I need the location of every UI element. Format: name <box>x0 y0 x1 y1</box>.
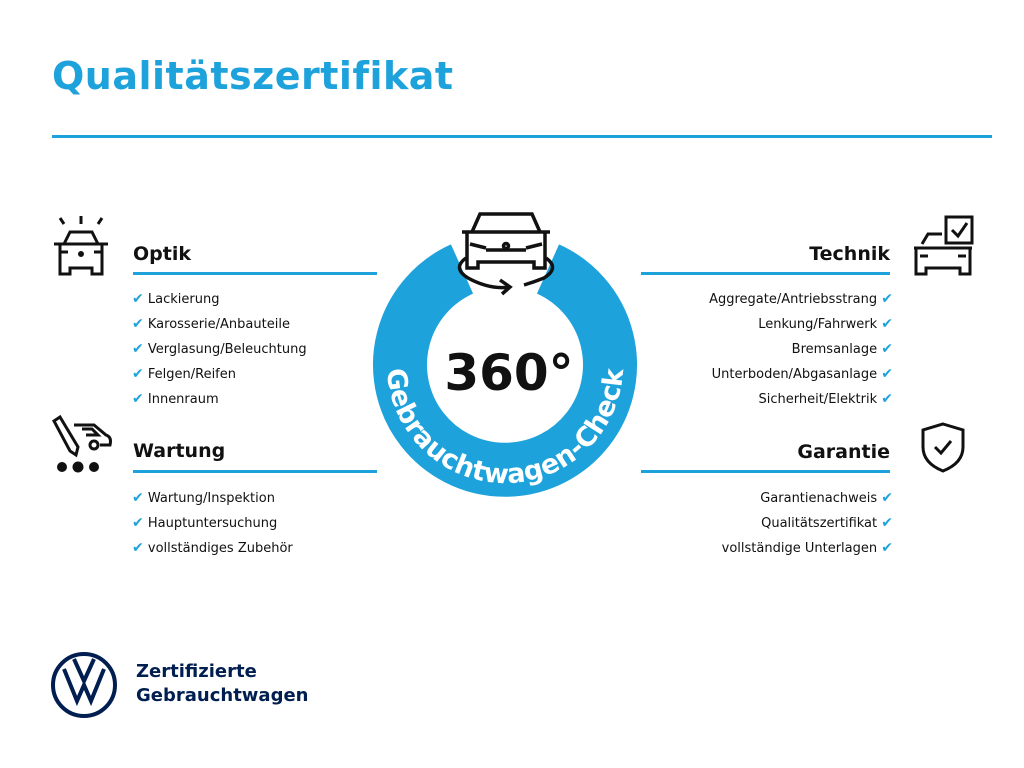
optik-heading: Optik <box>133 243 191 265</box>
check-icon: ✔ <box>881 490 893 506</box>
check-icon: ✔ <box>881 515 893 531</box>
brand-line-2: Gebrauchtwagen <box>136 685 309 706</box>
title-divider <box>52 135 992 138</box>
garantie-underline <box>641 470 890 473</box>
garantie-list: Garantienachweis ✔ Qualitätszertifikat ✔… <box>600 486 893 561</box>
list-item: ✔ Verglasung/Beleuchtung <box>132 341 307 357</box>
ring <box>373 244 637 497</box>
brand-text: Zertifizierte Gebrauchtwagen <box>136 660 308 708</box>
list-item: ✔ Hauptuntersuchung <box>132 515 278 531</box>
optik-list: ✔ Lackierung ✔ Karosserie/Anbauteile ✔ V… <box>132 287 307 412</box>
check-icon: ✔ <box>132 291 144 307</box>
wartung-underline <box>133 470 377 473</box>
garantie-heading: Garantie <box>797 441 890 463</box>
list-item: Qualitätszertifikat ✔ <box>761 515 893 531</box>
check-icon: ✔ <box>132 366 144 382</box>
list-item: ✔ Innenraum <box>132 391 219 407</box>
check-icon: ✔ <box>881 291 893 307</box>
wartung-list: ✔ Wartung/Inspektion ✔ Hauptuntersuchung… <box>132 486 293 561</box>
list-item: ✔ Felgen/Reifen <box>132 366 236 382</box>
check-icon: ✔ <box>132 515 144 531</box>
check-icon: ✔ <box>881 391 893 407</box>
brand-line-1: Zertifizierte <box>136 661 257 682</box>
list-item: ✔ Lackierung <box>132 291 220 307</box>
list-item: vollständige Unterlagen ✔ <box>721 540 893 556</box>
list-item: Unterboden/Abgasanlage ✔ <box>711 366 893 382</box>
car-checkbox-icon <box>912 214 976 278</box>
service-tools-icon <box>50 415 114 475</box>
list-item: Garantienachweis ✔ <box>760 490 893 506</box>
check-icon: ✔ <box>881 341 893 357</box>
technik-list: Aggregate/Antriebsstrang ✔ Lenkung/Fahrw… <box>600 287 893 412</box>
check-icon: ✔ <box>132 391 144 407</box>
check-icon: ✔ <box>881 366 893 382</box>
car-rotate-icon <box>457 212 555 296</box>
check-icon: ✔ <box>132 490 144 506</box>
check-icon: ✔ <box>881 540 893 556</box>
list-item: ✔ Wartung/Inspektion <box>132 490 275 506</box>
technik-underline <box>641 272 890 275</box>
page-title: Qualitätszertifikat <box>52 54 454 98</box>
360-label: 360° <box>444 344 573 402</box>
technik-heading: Technik <box>809 243 890 265</box>
shield-check-icon <box>920 421 966 473</box>
list-item: ✔ Karosserie/Anbauteile <box>132 316 290 332</box>
car-lights-icon <box>50 214 112 278</box>
check-icon: ✔ <box>132 341 144 357</box>
check-icon: ✔ <box>881 316 893 332</box>
check-icon: ✔ <box>132 316 144 332</box>
wartung-heading: Wartung <box>133 440 226 462</box>
list-item: Lenkung/Fahrwerk ✔ <box>758 316 893 332</box>
list-item: Aggregate/Antriebsstrang ✔ <box>709 291 893 307</box>
check-icon: ✔ <box>132 540 144 556</box>
list-item: Bremsanlage ✔ <box>791 341 893 357</box>
vw-logo <box>50 651 118 723</box>
list-item: Sicherheit/Elektrik ✔ <box>758 391 894 407</box>
optik-underline <box>133 272 377 275</box>
list-item: ✔ vollständiges Zubehör <box>132 540 293 556</box>
